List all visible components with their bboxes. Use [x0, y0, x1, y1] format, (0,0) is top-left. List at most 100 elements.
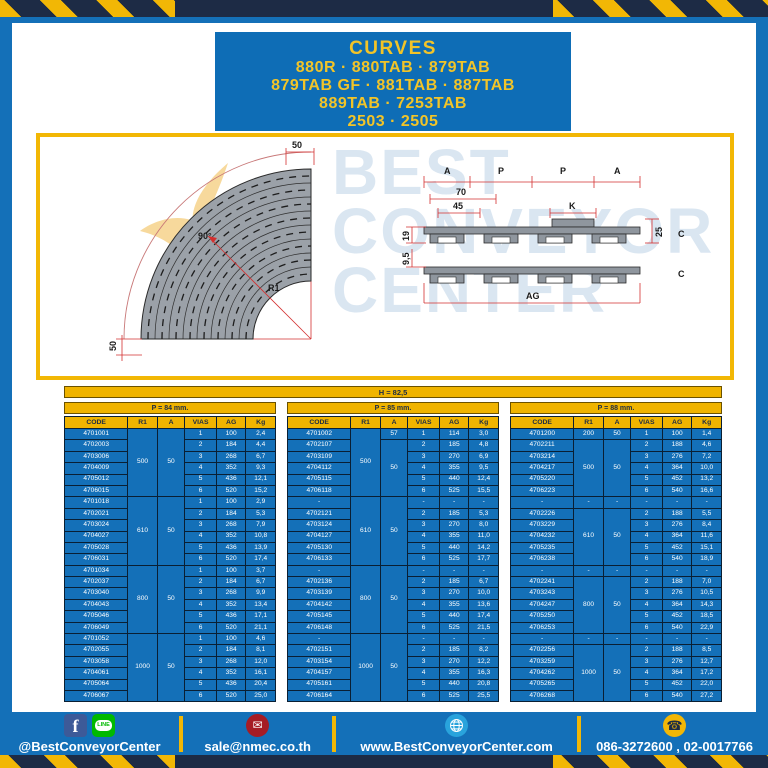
- table-cell: 4: [630, 462, 663, 475]
- table-cell: 2: [630, 644, 663, 657]
- table-p85-title: P = 85 mm.: [287, 402, 499, 414]
- table-row: 4704061 4 352 16,1: [63, 667, 276, 680]
- table-cell: 4706148: [286, 621, 352, 635]
- table-cell: 440: [438, 473, 470, 486]
- table-cell: 4706015: [63, 484, 129, 498]
- table-cell: 352: [215, 598, 247, 612]
- table-cell: 57: [379, 427, 409, 441]
- table-cell: 4702037: [63, 576, 129, 589]
- table-cell: -: [630, 633, 663, 646]
- table-cell: 268: [215, 519, 247, 532]
- table-p84-grid: CODE R1 A VIAS AG Kg 4701001 500 50 1 100 2,4 47020…: [63, 416, 276, 703]
- table-cell: -: [573, 496, 604, 509]
- table-cell: 3: [184, 655, 217, 669]
- table-cell: 5: [184, 473, 217, 486]
- curve-dim-left: 50: [108, 341, 118, 351]
- table-cell: 3: [407, 587, 440, 600]
- table-cell: 5: [184, 678, 217, 692]
- table-cell: 276: [661, 587, 693, 600]
- column-header: A: [602, 416, 632, 429]
- table-cell: 364: [661, 667, 693, 680]
- column-header: AG: [438, 416, 470, 429]
- table-cell: 8,1: [245, 644, 276, 657]
- table-cell: 4705220: [509, 473, 575, 486]
- table-cell: 18,5: [691, 610, 722, 623]
- table-cell: 436: [215, 678, 247, 692]
- table-cell: 6,7: [468, 576, 499, 589]
- column-header: CODE: [509, 416, 575, 429]
- table-cell: 4702241: [509, 576, 575, 589]
- table-cell: 1000: [350, 633, 381, 703]
- table-cell: 27,2: [691, 689, 722, 703]
- table-cell: 520: [215, 689, 247, 703]
- website-url: www.BestConveyorCenter.com: [360, 738, 553, 754]
- table-p84-title: P = 84 mm.: [64, 402, 276, 414]
- table-cell: 5: [407, 541, 440, 555]
- table-cell: 3: [184, 450, 217, 464]
- footer: f LINE @BestConveyorCenter ✉ sale@nmec.c…: [0, 712, 768, 755]
- table-cell: 50: [602, 427, 632, 441]
- table-cell: 610: [573, 507, 604, 566]
- table-row: 4704262 4 364 17,2: [509, 667, 722, 680]
- table-cell: 15,5: [468, 484, 499, 498]
- table-cell: 4702151: [286, 644, 352, 657]
- table-cell: 270: [438, 587, 470, 600]
- table-cell: 185: [438, 644, 470, 657]
- table-cell: 4703058: [63, 655, 129, 669]
- table-cell: 20,4: [245, 678, 276, 692]
- table-row: 4706268 6 540 27,2: [509, 689, 722, 703]
- table-cell: 22,0: [691, 678, 722, 692]
- table-row: 4705265 5 452 22,0: [509, 678, 722, 692]
- table-cell: 50: [156, 564, 186, 635]
- table-row: 4704247 4 364 14,3: [509, 598, 722, 612]
- curve-diagram: 50 50 R1 90°: [108, 140, 315, 361]
- table-cell: 4,6: [691, 439, 722, 452]
- table-cell: 520: [215, 621, 247, 635]
- table-cell: 100: [661, 427, 693, 441]
- table-cell: 540: [661, 621, 693, 635]
- table-row: 4703259 3 276 12,7: [509, 655, 722, 669]
- table-cell: 270: [438, 655, 470, 669]
- table-cell: 4705130: [286, 541, 352, 555]
- table-row: 4703124 3 270 8,0: [286, 519, 499, 532]
- hazard-stripes-right: [553, 0, 768, 17]
- table-cell: 1: [630, 427, 663, 441]
- table-cell: 50: [379, 633, 409, 703]
- table-cell: 5: [407, 678, 440, 692]
- table-row: 4702136 2 185 6,7: [286, 576, 499, 589]
- page-title: CURVES 880R · 880TAB · 879TAB 879TAB GF …: [215, 32, 571, 131]
- section-diagram: A P P A 70 45 K: [401, 166, 685, 304]
- table-cell: 440: [438, 678, 470, 692]
- table-cell: 4702136: [286, 576, 352, 589]
- table-cell: 440: [438, 610, 470, 623]
- table-cell: 4701034: [63, 564, 129, 578]
- table-cell: 8,5: [691, 644, 722, 657]
- section-dim-19: 19: [401, 231, 411, 241]
- table-cell: 4: [184, 667, 217, 680]
- table-cell: 5: [407, 473, 440, 486]
- table-cell: 4706031: [63, 553, 129, 566]
- table-cell: 4705235: [509, 541, 575, 555]
- table-cell: -: [438, 633, 470, 646]
- table-cell: 4: [630, 530, 663, 543]
- table-cell: 4706268: [509, 689, 575, 703]
- table-cell: 364: [661, 598, 693, 612]
- table-cell: 276: [661, 519, 693, 532]
- table-cell: -: [286, 633, 352, 646]
- table-cell: 4705028: [63, 541, 129, 555]
- table-cell: 4701018: [63, 496, 129, 509]
- table-cell: 9,5: [468, 462, 499, 475]
- table-cell: 4706118: [286, 484, 352, 498]
- table-row: 4704112 4 355 9,5: [286, 462, 499, 475]
- table-cell: 5: [630, 541, 663, 555]
- table-p84: P = 84 mm. CODE R1 A VIAS AG Kg 4701001 500 50 1…: [63, 402, 276, 703]
- table-row: 4702037 2 184 6,7: [63, 576, 276, 589]
- table-cell: 2: [184, 439, 217, 452]
- table-cell: 4: [407, 462, 440, 475]
- hazard-stripes-right: [553, 755, 768, 768]
- table-cell: 2: [630, 576, 663, 589]
- table-row: 4701200 200 50 1 100 1,4: [509, 427, 722, 441]
- column-header: VIAS: [184, 416, 217, 429]
- table-cell: 2: [407, 439, 440, 452]
- table-cell: 12,4: [468, 473, 499, 486]
